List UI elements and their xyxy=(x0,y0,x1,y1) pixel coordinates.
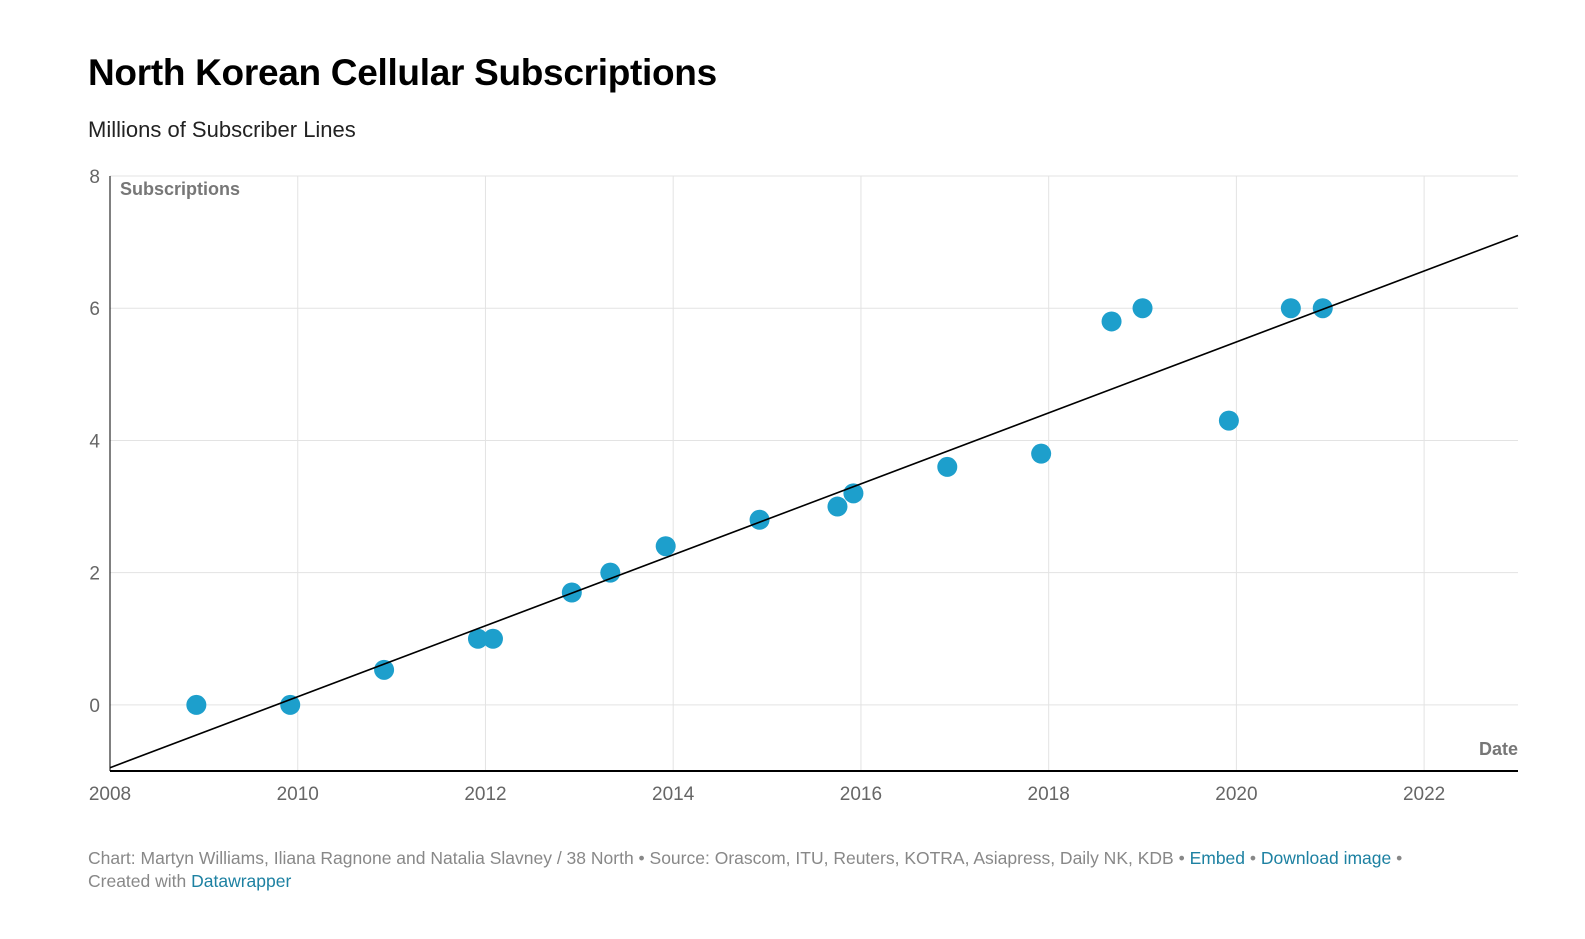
data-point xyxy=(280,694,301,715)
data-point xyxy=(1280,298,1301,319)
x-tick-label: 2022 xyxy=(1403,784,1445,805)
download-image-link[interactable]: Download image xyxy=(1260,848,1392,868)
y-tick-label: 4 xyxy=(89,431,100,452)
x-tick-label: 2018 xyxy=(1028,784,1070,805)
footer-source: Source: Orascom, ITU, Reuters, KOTRA, As… xyxy=(649,848,1174,868)
x-tick-label: 2014 xyxy=(652,784,695,805)
scatter-chart: 0 2 4 6 8 2008 2010 2012 2014 2016 2018 2020 2022 S… xyxy=(89,167,1519,805)
x-tick-label: 2016 xyxy=(840,784,882,805)
data-point xyxy=(1031,443,1052,464)
x-tick-label: 2020 xyxy=(1215,784,1257,805)
grid-lines xyxy=(110,175,1518,771)
chart-footer: Chart: Martyn Williams, Iliana Ragnone a… xyxy=(88,847,1508,893)
x-tick-label: 2008 xyxy=(89,784,131,805)
data-point xyxy=(655,536,676,557)
chart-subtitle: Millions of Subscriber Lines xyxy=(88,117,356,142)
data-points xyxy=(186,298,1333,715)
data-point xyxy=(600,562,621,583)
data-point xyxy=(482,628,503,649)
data-point xyxy=(1218,410,1239,431)
data-point xyxy=(1101,311,1122,332)
footer-separator: • xyxy=(1245,848,1261,868)
data-point xyxy=(937,456,958,477)
footer-separator: • xyxy=(1173,848,1190,868)
chart-title: North Korean Cellular Subscriptions xyxy=(88,52,717,93)
data-point xyxy=(827,496,848,517)
y-tick-label: 6 xyxy=(89,299,100,320)
x-tick-label: 2010 xyxy=(277,784,319,805)
y-tick-label: 2 xyxy=(89,564,100,585)
footer-credit: Chart: Martyn Williams, Iliana Ragnone a… xyxy=(88,848,634,868)
data-point xyxy=(1132,298,1153,319)
data-point xyxy=(374,659,395,680)
x-axis-ticks: 2008 2010 2012 2014 2016 2018 2020 2022 xyxy=(89,784,1445,805)
y-tick-label: 8 xyxy=(89,167,100,188)
embed-link[interactable]: Embed xyxy=(1189,848,1246,868)
data-point xyxy=(1312,298,1333,319)
y-tick-label: 0 xyxy=(89,696,100,717)
y-axis-title: Subscriptions xyxy=(120,179,240,199)
data-point xyxy=(467,628,488,649)
y-axis-ticks: 0 2 4 6 8 xyxy=(89,167,100,717)
footer-separator: • xyxy=(1391,848,1403,868)
x-tick-label: 2012 xyxy=(464,784,506,805)
footer-separator: • xyxy=(633,848,650,868)
x-axis-title: Date xyxy=(1479,739,1518,759)
footer-created-with: Created with xyxy=(88,871,192,891)
datawrapper-link[interactable]: Datawrapper xyxy=(191,871,292,891)
data-point xyxy=(186,694,207,715)
trend-line xyxy=(109,234,1519,769)
